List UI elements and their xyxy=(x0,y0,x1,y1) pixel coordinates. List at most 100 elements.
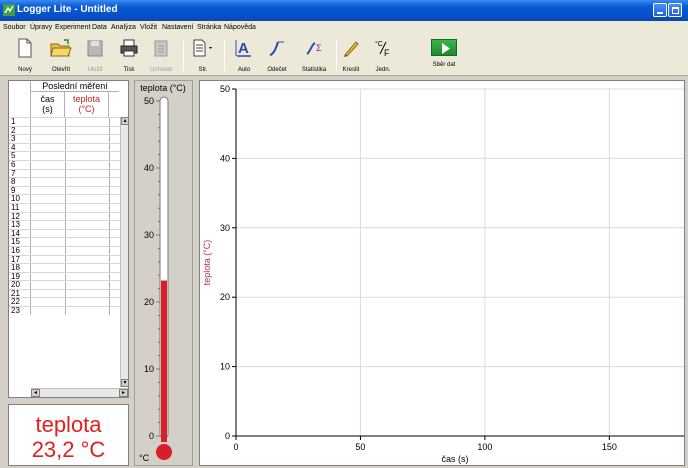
restore-button[interactable] xyxy=(668,3,682,17)
table-row[interactable]: 22 xyxy=(9,297,121,307)
table-row[interactable]: 13 xyxy=(9,220,121,229)
menu-soubor[interactable]: Soubor xyxy=(3,24,26,31)
table-horizontal-scrollbar[interactable]: ◂ ▸ xyxy=(31,388,128,397)
cell-divider xyxy=(109,143,110,152)
row-number: 20 xyxy=(9,281,31,289)
table-row[interactable]: 12 xyxy=(9,211,121,221)
row-number: 16 xyxy=(9,247,31,255)
print-button[interactable]: Tisk xyxy=(117,38,141,73)
new-button[interactable]: Nový xyxy=(14,38,36,73)
table-row[interactable]: 10 xyxy=(9,194,121,203)
open-button[interactable]: Otevřít xyxy=(48,38,74,73)
table-row[interactable]: 1 xyxy=(9,117,121,126)
table-row[interactable]: 17 xyxy=(9,254,121,264)
thermometer-unit-label: °C xyxy=(139,453,150,463)
table-row[interactable]: 5 xyxy=(9,151,121,160)
cell-divider xyxy=(109,229,110,238)
row-number: 3 xyxy=(9,135,31,143)
scroll-left-arrow-icon[interactable]: ◂ xyxy=(31,389,40,397)
menu-experiment[interactable]: Experiment xyxy=(55,24,91,31)
meter-value: 23,2 °C xyxy=(31,437,106,462)
thermometer-tick-label: 10 xyxy=(144,364,154,374)
menu-nastaveni[interactable]: Nastavení xyxy=(162,24,194,31)
row-number: 13 xyxy=(9,221,31,229)
row-number: 11 xyxy=(9,204,31,212)
cell-divider xyxy=(109,186,110,195)
scroll-down-arrow-icon[interactable]: ▾ xyxy=(121,379,128,387)
x-axis-label[interactable]: čas (s) xyxy=(442,454,469,464)
autoscale-button[interactable]: A Auto xyxy=(232,38,256,73)
y-axis-label[interactable]: teplota (°C) xyxy=(202,240,212,286)
table-row[interactable]: 3 xyxy=(9,134,121,143)
row-number: 15 xyxy=(9,238,31,246)
cell-divider xyxy=(109,221,110,229)
table-row[interactable]: 21 xyxy=(9,288,121,298)
minimize-button[interactable] xyxy=(653,3,667,17)
cell-divider xyxy=(109,272,110,281)
table-row[interactable]: 18 xyxy=(9,263,121,272)
save-button[interactable]: Uložit xyxy=(84,38,106,73)
statistics-button[interactable]: Σ Statistika xyxy=(298,38,330,73)
cell-divider xyxy=(109,178,110,186)
thermometer-meter[interactable]: teplota (°C) 50 40 30 20 10 0 °C xyxy=(134,80,193,466)
table-row[interactable]: 15 xyxy=(9,237,121,246)
page-icon xyxy=(193,39,212,57)
cell-divider xyxy=(109,195,110,203)
thermometer-tick-label: 40 xyxy=(144,163,154,173)
toolbar-separator xyxy=(183,40,184,71)
cell-divider xyxy=(65,255,66,264)
row-number: 5 xyxy=(9,152,31,160)
menu-data[interactable]: Data xyxy=(92,24,107,31)
collect-button[interactable]: Sběr dat xyxy=(426,38,462,72)
row-number: 8 xyxy=(9,178,31,186)
scroll-right-arrow-icon[interactable]: ▸ xyxy=(119,389,128,397)
table-row[interactable]: 8 xyxy=(9,177,121,186)
table-row[interactable]: 16 xyxy=(9,245,121,255)
menu-stranka[interactable]: Stránka xyxy=(197,24,222,31)
thermometer-tick-label: 50 xyxy=(144,96,154,106)
pencil-icon xyxy=(344,41,359,57)
graph-plot: 0 10 20 30 40 50 0 50 100 150 teplota (°C) čas (s) xyxy=(202,84,684,464)
units-button[interactable]: °C F Jedn. xyxy=(371,38,395,73)
cell-divider xyxy=(65,152,66,160)
table-vertical-scrollbar[interactable]: ▴ ▾ xyxy=(120,117,128,387)
table-row[interactable]: 2 xyxy=(9,125,121,135)
toolbar-separator xyxy=(224,40,225,71)
examine-button[interactable]: Odečet xyxy=(263,38,291,73)
menu-vlozit[interactable]: Vložit xyxy=(140,24,158,31)
table-row[interactable]: 19 xyxy=(9,271,121,281)
page-button[interactable]: Str. xyxy=(189,38,217,73)
column-header-time[interactable]: čas (s) xyxy=(31,92,65,117)
table-row[interactable]: 23 xyxy=(9,306,121,315)
draw-button[interactable]: Kreslit xyxy=(340,38,362,73)
title-bar[interactable]: Logger Lite - Untitled xyxy=(0,0,688,21)
table-row[interactable]: 14 xyxy=(9,228,121,238)
store-button[interactable]: Uchovat xyxy=(148,38,174,73)
menu-analyza[interactable]: Analýza xyxy=(111,24,136,31)
table-rows: 1 2 3 4 5 6 7 8 9 10 11 12 13 14 15 16 17 18 19 20 21 22 23 xyxy=(9,117,121,315)
digital-meter[interactable]: teplota 23,2 °C xyxy=(8,404,129,466)
menu-napoveda[interactable]: Nápověda xyxy=(224,24,256,31)
printer-icon xyxy=(120,39,138,57)
cell-divider xyxy=(109,246,110,255)
x-axis-tick-label: 150 xyxy=(602,442,617,452)
table-row[interactable]: 11 xyxy=(9,202,121,212)
collect-start-icon xyxy=(431,39,457,56)
scroll-up-arrow-icon[interactable]: ▴ xyxy=(121,117,128,125)
y-axis-tick-label: 40 xyxy=(220,153,230,163)
svg-text:Σ: Σ xyxy=(316,43,322,53)
cell-divider xyxy=(109,212,110,221)
table-row[interactable]: 9 xyxy=(9,185,121,195)
thermometer-tick-label: 0 xyxy=(149,431,154,441)
y-axis-tick-label: 30 xyxy=(220,223,230,233)
table-group-header: Poslední měření xyxy=(31,81,119,92)
table-row[interactable]: 4 xyxy=(9,142,121,152)
table-row[interactable]: 7 xyxy=(9,168,121,178)
graph-panel[interactable]: 0 10 20 30 40 50 0 50 100 150 teplota (°C) čas (s) xyxy=(199,80,685,466)
menu-upravy[interactable]: Úpravy xyxy=(30,24,53,31)
table-row[interactable]: 20 xyxy=(9,280,121,289)
column-header-temperature[interactable]: teplota (°C) xyxy=(65,92,109,117)
table-row[interactable]: 6 xyxy=(9,159,121,169)
